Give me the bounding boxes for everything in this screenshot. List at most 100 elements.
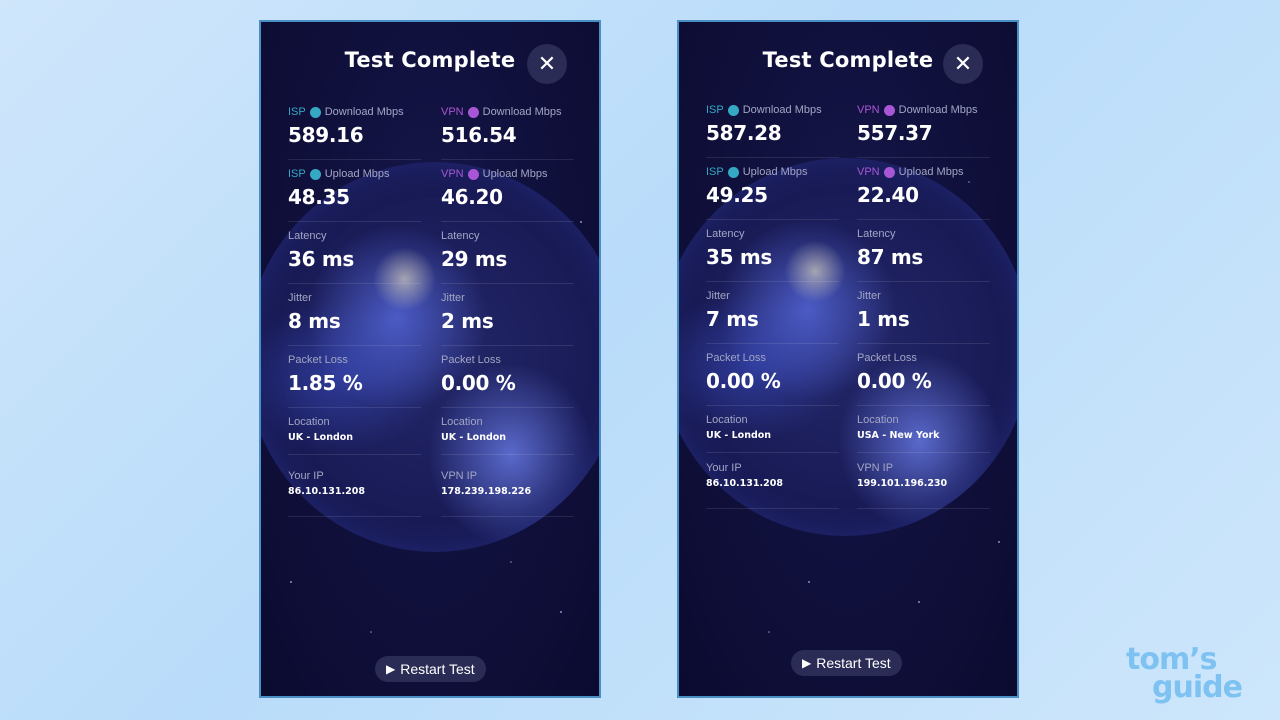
metric-label: Location [288,416,330,428]
metric-value: 49.25 [706,183,768,207]
restart-test-button[interactable]: ▶ Restart Test [791,650,902,676]
upload-icon: ↑ [883,166,895,178]
play-icon: ▶ [802,656,812,670]
metric-value: 0.00 % [857,369,932,393]
metric-value: UK - London [288,432,354,443]
restart-label: Restart Test [400,661,475,677]
metric-label: Packet Loss [441,354,501,366]
isp-upload-cell: ISP ↑ Upload Mbps 48.35 [288,166,421,222]
vpn-location-cell: Location USA - New York [857,412,990,453]
metric-value: 48.35 [288,185,350,209]
metric-value: 587.28 [706,121,782,145]
metric-value: 86.10.131.208 [288,486,365,497]
metric-value: 1.85 % [288,371,363,395]
vpn-packet-loss-cell: Packet Loss 0.00 % [857,350,990,406]
metric-value: 22.40 [857,183,919,207]
metric-label: Latency [288,230,327,242]
isp-tag: ISP [706,104,724,116]
toms-guide-logo: tom’s guide [1124,642,1264,708]
metric-label: Your IP [288,470,324,482]
earth-globe-image [261,162,599,552]
metric-value: UK - London [441,432,507,443]
metric-value: 589.16 [288,123,364,147]
metric-label: Jitter [441,292,465,304]
vpn-upload-cell: VPN ↑ Upload Mbps 46.20 [441,166,574,222]
metric-label: Jitter [288,292,312,304]
metric-value: 557.37 [857,121,933,145]
earth-globe-image [679,158,1017,536]
panel-title: Test Complete [344,48,516,72]
metric-value: 0.00 % [706,369,781,393]
vpn-download-cell: VPN ↓ Download Mbps 516.54 [441,104,574,160]
download-icon: ↓ [467,106,479,118]
isp-latency-cell: Latency 35 ms [706,226,839,282]
restart-test-button[interactable]: ▶ Restart Test [375,656,486,682]
vpn-latency-cell: Latency 87 ms [857,226,990,282]
metric-value: 46.20 [441,185,503,209]
logo-line2: guide [1152,670,1243,705]
vpn-latency-cell: Latency 29 ms [441,228,574,284]
vpn-ip-cell: VPN IP 199.101.196.230 [857,460,990,509]
metric-value: USA - New York [857,430,940,441]
metric-value: UK - London [706,430,772,441]
metric-value: 516.54 [441,123,517,147]
metric-label: Upload Mbps [742,166,808,178]
isp-location-cell: Location UK - London [288,414,421,455]
vpn-ip-cell: VPN IP 178.239.198.226 [441,468,574,517]
metric-label: Download Mbps [742,104,822,116]
close-icon: ✕ [953,51,973,76]
metric-label: Packet Loss [288,354,348,366]
metric-label: Your IP [706,462,742,474]
metric-label: VPN IP [857,462,894,474]
metric-label: Download Mbps [898,104,978,116]
metric-label: Latency [857,228,896,240]
metric-label: VPN IP [441,470,478,482]
panel-title: Test Complete [762,48,934,72]
metric-label: Download Mbps [324,106,404,118]
close-button[interactable]: ✕ [527,44,567,84]
upload-icon: ↑ [309,168,321,180]
metric-value: 29 ms [441,247,508,271]
metric-label: Jitter [706,290,730,302]
play-icon: ▶ [386,662,396,676]
metric-label: Latency [706,228,745,240]
metric-value: 7 ms [706,307,759,331]
close-button[interactable]: ✕ [943,44,983,84]
metric-label: Download Mbps [482,106,562,118]
isp-tag: ISP [706,166,724,178]
metric-value: 87 ms [857,245,924,269]
your-ip-cell: Your IP 86.10.131.208 [288,468,421,517]
isp-latency-cell: Latency 36 ms [288,228,421,284]
metric-value: 2 ms [441,309,494,333]
metric-label: Location [857,414,899,426]
isp-jitter-cell: Jitter 8 ms [288,290,421,346]
vpn-upload-cell: VPN ↑ Upload Mbps 22.40 [857,164,990,220]
metric-value: 0.00 % [441,371,516,395]
metric-label: Packet Loss [706,352,766,364]
speedtest-panel-left: Test Complete ✕ ISP ↓ Download Mbps 589.16… [259,20,601,698]
isp-download-cell: ISP ↓ Download Mbps 587.28 [706,102,839,158]
vpn-location-cell: Location UK - London [441,414,574,455]
download-icon: ↓ [309,106,321,118]
close-icon: ✕ [537,51,557,76]
metric-value: 178.239.198.226 [441,486,532,497]
isp-upload-cell: ISP ↑ Upload Mbps 49.25 [706,164,839,220]
isp-packet-loss-cell: Packet Loss 1.85 % [288,352,421,408]
metric-label: Upload Mbps [324,168,390,180]
vpn-tag: VPN [441,168,464,180]
isp-jitter-cell: Jitter 7 ms [706,288,839,344]
metric-label: Location [706,414,748,426]
metric-value: 8 ms [288,309,341,333]
metric-label: Packet Loss [857,352,917,364]
vpn-tag: VPN [441,106,464,118]
your-ip-cell: Your IP 86.10.131.208 [706,460,839,509]
vpn-download-cell: VPN ↓ Download Mbps 557.37 [857,102,990,158]
download-icon: ↓ [727,104,739,116]
metric-value: 86.10.131.208 [706,478,783,489]
metric-value: 36 ms [288,247,355,271]
metric-label: Latency [441,230,480,242]
logo-line1: tom’s [1126,642,1217,677]
isp-tag: ISP [288,106,306,118]
upload-icon: ↑ [727,166,739,178]
metric-label: Upload Mbps [482,168,548,180]
